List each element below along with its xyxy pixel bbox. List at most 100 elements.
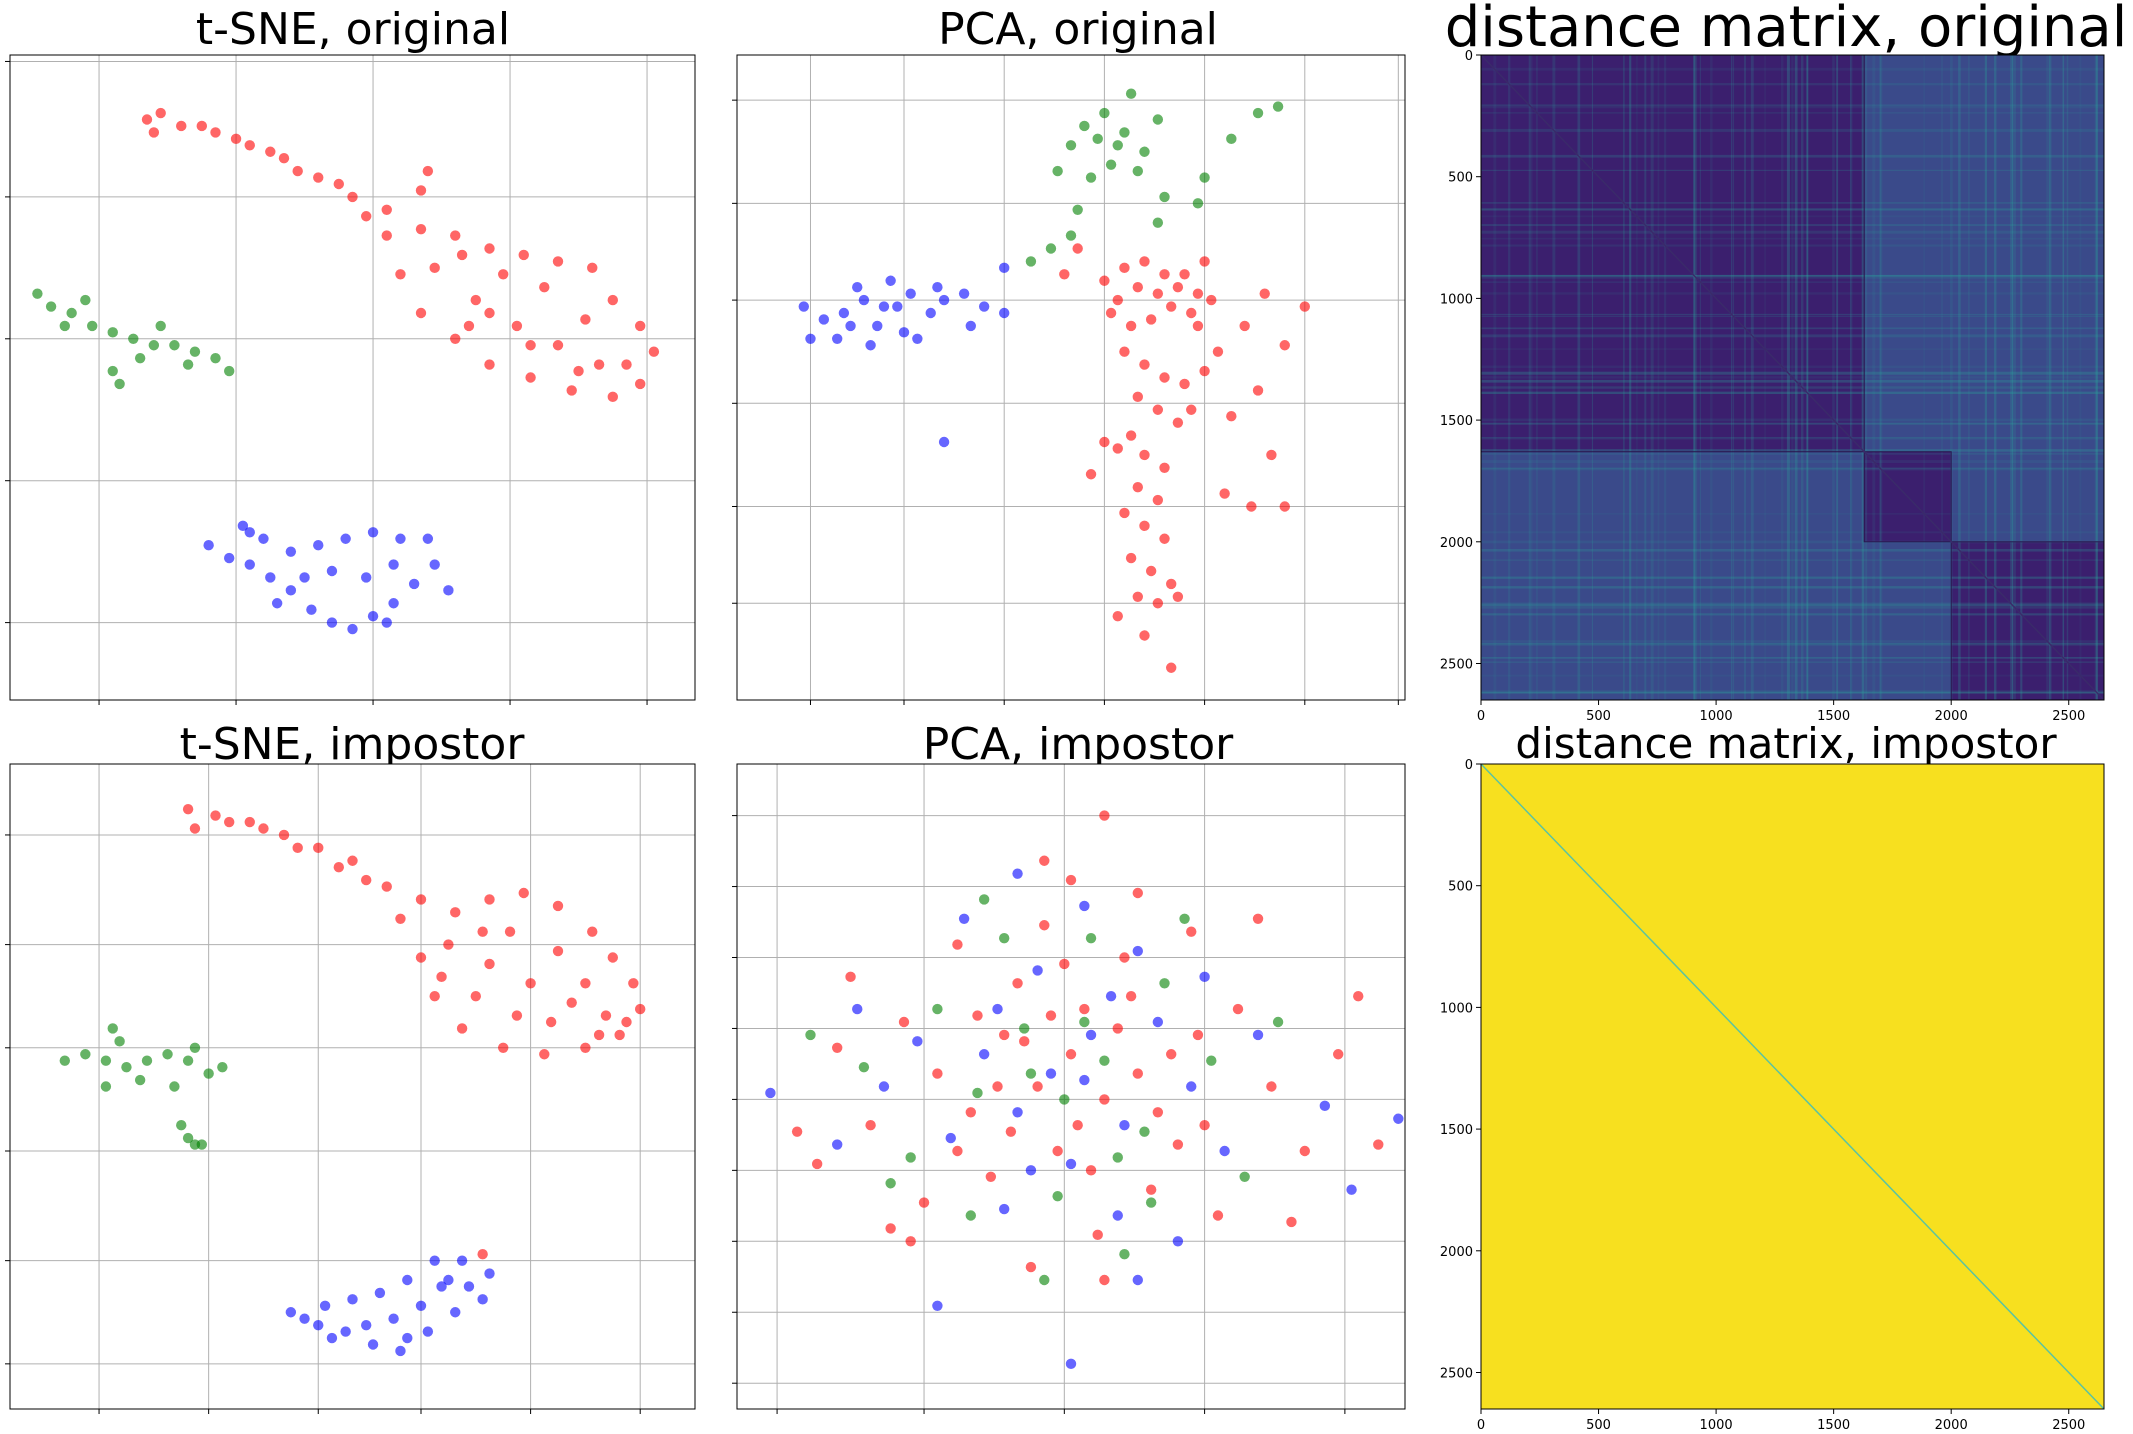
data-point (1159, 533, 1170, 544)
data-point (905, 1152, 916, 1163)
data-point (1099, 436, 1110, 448)
axes-frame (736, 763, 1406, 1410)
data-point (484, 307, 495, 319)
data-point (415, 185, 427, 196)
heatmap-stripe-v (1664, 55, 1667, 700)
data-point (1152, 1107, 1164, 1118)
heatmap-stripe-h (1481, 392, 2104, 394)
data-point (210, 352, 221, 364)
data-point (511, 320, 523, 332)
data-point (313, 172, 324, 183)
data-point (1125, 320, 1137, 332)
panel-dist-original: distance matrix, original 0 500 1000 1500 20… (1410, 0, 2133, 724)
heatmap-stripe-v (1710, 55, 1713, 700)
data-point (244, 816, 255, 828)
data-point (182, 1055, 194, 1066)
data-point (395, 1345, 406, 1357)
data-point (1112, 294, 1123, 306)
data-point (299, 572, 310, 583)
data-point (278, 829, 290, 841)
data-point (818, 314, 830, 325)
data-point (1119, 262, 1130, 274)
data-point (1159, 462, 1170, 473)
data-point (1206, 294, 1217, 306)
data-point (361, 874, 372, 886)
data-point (1085, 172, 1097, 183)
data-point (402, 1274, 413, 1286)
data-point (299, 1313, 310, 1324)
data-point (429, 1255, 440, 1266)
data-point (1039, 1274, 1050, 1286)
chart-title: PCA, original (938, 4, 1218, 55)
data-point (1279, 340, 1290, 351)
data-point (958, 288, 970, 299)
data-point (832, 333, 843, 344)
series-red (791, 810, 1384, 1286)
data-point (607, 294, 618, 306)
heatmap-stripe-v (2079, 55, 2082, 700)
heatmap-stripe-h (1481, 276, 2104, 279)
data-point (965, 1107, 976, 1118)
data-point (210, 127, 221, 138)
tick-label-x: 1000 (1700, 709, 1733, 724)
heatmap-stripe-h (1481, 640, 2104, 642)
data-point (1012, 1107, 1023, 1118)
data-point (1112, 443, 1123, 454)
heatmap-stripe-v (1872, 55, 1876, 700)
tick-label-x: 2000 (1935, 1418, 1968, 1433)
heatmap-stripe-h (1481, 128, 2104, 132)
panel-pca-impostor: PCA, impostor (700, 717, 1410, 1434)
data-point (196, 120, 207, 132)
data-point (1219, 488, 1230, 499)
data-point (484, 1268, 495, 1279)
data-point (141, 114, 153, 125)
heatmap-stripe-v (1744, 55, 1746, 700)
data-point (422, 1326, 434, 1337)
data-point (905, 288, 916, 299)
data-point (59, 320, 70, 332)
data-point (470, 294, 481, 306)
data-point (1199, 1120, 1210, 1131)
heatmap-stripe-v (1836, 55, 1839, 700)
heatmap-block-edge (1863, 451, 1952, 543)
data-point (176, 1120, 187, 1131)
data-point (450, 907, 461, 918)
data-point (952, 939, 963, 950)
heatmap-stripe-h (1481, 437, 2104, 439)
tick-label-y: 500 (1448, 171, 1473, 186)
data-point (443, 939, 454, 950)
heatmap-stripe-h (1481, 452, 2104, 455)
heatmap-stripe-v (2096, 55, 2098, 700)
data-point (1092, 133, 1103, 145)
data-point (1065, 1158, 1077, 1170)
data-point (965, 320, 976, 332)
plot-dist-impostor: 0 500 1000 1500 2000 2500 0 500 1000 1500 2000 2500 (1440, 758, 2105, 1433)
data-point (1139, 256, 1150, 267)
data-point (340, 1326, 351, 1337)
heatmap-stripe-v (1879, 55, 1882, 700)
data-point (635, 1003, 646, 1015)
data-point (905, 1236, 916, 1247)
tick-label-x: 0 (1477, 709, 1485, 724)
data-point (1179, 378, 1190, 390)
heatmap-stripe-h (1481, 334, 2104, 338)
heatmap-stripe-v (1536, 55, 1538, 700)
heatmap-diagonal (1480, 763, 2105, 1410)
data-point (1152, 114, 1164, 125)
data-point (798, 301, 809, 312)
data-point (244, 559, 255, 570)
heatmap-stripe-v (1800, 55, 1804, 700)
data-point (1079, 1003, 1090, 1015)
tick-label-y: 2500 (1440, 1366, 1473, 1381)
tick-label-y: 2000 (1440, 536, 1473, 551)
data-point (1059, 958, 1070, 970)
data-point (1172, 1236, 1184, 1247)
heatmap-stripe-h (1481, 586, 2104, 589)
data-point (333, 862, 344, 873)
data-point (1252, 385, 1264, 396)
data-point (1252, 107, 1264, 119)
data-point (1112, 140, 1123, 151)
heatmap-stripe-h (1481, 605, 2104, 609)
heatmap-stripe-h (1481, 275, 2104, 277)
data-point (858, 1061, 870, 1073)
